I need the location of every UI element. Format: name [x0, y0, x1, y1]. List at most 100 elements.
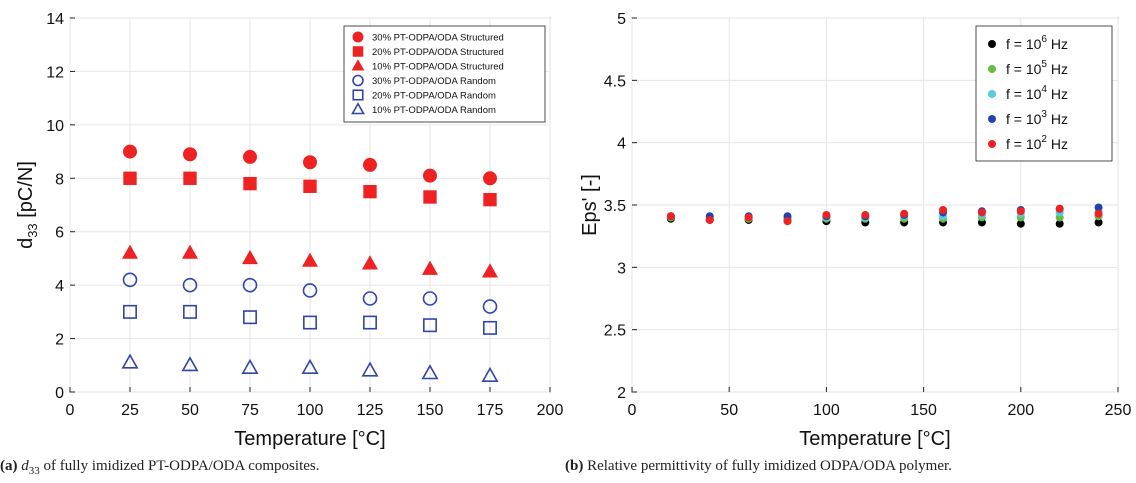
legend-label: f = 102 Hz — [1006, 134, 1068, 152]
legend-marker — [352, 31, 364, 43]
data-point — [123, 144, 137, 159]
legend-marker — [351, 59, 365, 71]
x-tick-label: 100 — [813, 402, 840, 419]
data-point — [363, 157, 377, 172]
data-point — [822, 210, 831, 219]
x-tick-label: 150 — [417, 402, 444, 419]
data-point — [1094, 218, 1103, 227]
data-point — [301, 358, 319, 374]
legend-label: 30% PT-ODPA/ODA Random — [372, 76, 496, 87]
x-tick-label: 100 — [297, 402, 324, 419]
data-marks-b — [666, 203, 1103, 228]
data-point — [423, 190, 437, 204]
legend-label: 10% PT-ODPA/ODA Structured — [372, 62, 504, 73]
data-point — [361, 361, 379, 377]
y-tick-label: 6 — [55, 225, 64, 242]
data-point — [121, 353, 139, 369]
legend-marker — [352, 74, 364, 87]
data-point — [977, 208, 986, 217]
caption-b-tag: (b) — [565, 458, 584, 474]
data-point — [705, 215, 714, 224]
data-point — [483, 171, 497, 186]
data-point — [744, 213, 753, 222]
x-tick-label: 50 — [720, 402, 738, 419]
y-tick-label: 0 — [55, 385, 64, 402]
y-axis-label-a-main: d — [15, 238, 37, 249]
caption-b: (b) Relative permittivity of fully imidi… — [565, 458, 952, 475]
legend-marker — [352, 46, 364, 57]
data-point — [243, 310, 257, 325]
y-axis-label-a: d33 [pC/N] — [15, 161, 40, 249]
y-tick-label: 4 — [617, 136, 626, 153]
legend-label: 20% PT-ODPA/ODA Random — [372, 91, 496, 102]
x-tick-label: 50 — [181, 402, 199, 419]
data-point — [123, 171, 137, 185]
y-tick-label: 4 — [55, 278, 64, 295]
data-point — [181, 244, 199, 259]
ticks-b: 0 50 100 150 200 250 2 2.5 3 3.5 4 4.5 5 — [604, 11, 1132, 419]
x-axis-label-b: Temperature [°C] — [799, 428, 950, 450]
legend-marker — [988, 140, 996, 148]
legend-b: f = 106 Hzf = 105 Hzf = 104 Hzf = 103 Hz… — [975, 25, 1113, 162]
data-point — [423, 318, 437, 333]
legend-label-suffix: Hz — [1047, 111, 1068, 127]
legend-label: 10% PT-ODPA/ODA Random — [372, 105, 496, 116]
x-tick-label: 250 — [1105, 402, 1132, 419]
legend-label-suffix: Hz — [1047, 61, 1068, 77]
x-tick-label: 175 — [477, 402, 504, 419]
data-point — [241, 249, 259, 265]
caption-b-text: Relative permittivity of fully imidized … — [583, 458, 952, 474]
y-tick-label: 2 — [617, 385, 626, 402]
data-point — [861, 210, 870, 219]
legend-a: 30% PT-ODPA/ODA Structured 20% PT-ODPA/OD… — [343, 25, 546, 123]
data-point — [1094, 209, 1103, 218]
data-point — [241, 358, 259, 374]
y-tick-label: 2 — [55, 332, 64, 349]
data-point — [301, 252, 319, 267]
x-axis-label-a: Temperature [°C] — [234, 428, 385, 450]
data-point — [363, 315, 377, 330]
data-point — [483, 320, 497, 335]
data-point — [181, 356, 199, 372]
chart-panel-b: 0 50 100 150 200 250 2 2.5 3 3.5 4 4.5 5 Temperature… — [579, 11, 1131, 450]
legend-marker — [988, 65, 996, 73]
data-point — [482, 299, 498, 314]
legend-label-prefix: f = 10 — [1006, 86, 1042, 102]
legend-label-suffix: Hz — [1047, 36, 1068, 52]
data-point — [183, 304, 197, 319]
y-tick-label: 5 — [617, 11, 626, 28]
data-point — [483, 192, 497, 207]
caption-a-var: d — [21, 458, 29, 474]
data-point — [363, 184, 377, 199]
data-point — [1094, 203, 1103, 212]
data-point — [302, 283, 318, 298]
y-tick-label: 2.5 — [604, 323, 626, 340]
caption-a: (a) d33 of fully imidized PT-ODPA/ODA co… — [0, 458, 319, 477]
legend-label-prefix: f = 10 — [1006, 36, 1042, 52]
data-point — [303, 315, 317, 330]
data-point — [1055, 204, 1064, 213]
legend-box-a — [343, 25, 546, 123]
data-point — [421, 260, 439, 275]
data-point — [421, 364, 439, 380]
legend-label-prefix: f = 10 — [1006, 111, 1042, 127]
ticks-a: 0 25 50 75 100 125 150 175 200 0 2 4 6 8 10 12 14 — [46, 11, 563, 419]
legend-box-b — [975, 25, 1113, 162]
data-point — [361, 255, 379, 270]
legend-label-exp: 4 — [1041, 84, 1047, 95]
x-tick-label: 0 — [628, 402, 637, 419]
y-axis-label-b: Eps' [-] — [579, 174, 601, 236]
y-tick-label: 14 — [46, 11, 64, 28]
caption-a-sub: 33 — [28, 465, 40, 477]
data-point — [783, 217, 792, 226]
y-tick-label: 4.5 — [604, 73, 626, 90]
legend-marker — [352, 89, 364, 101]
legend-label-exp: 3 — [1041, 109, 1047, 120]
chart-panel-a: 0 25 50 75 100 125 150 175 200 0 2 4 6 8 10 12 14 Temper… — [15, 11, 563, 450]
y-axis-label-a-sub: 33 — [25, 223, 40, 237]
legend-label-prefix: f = 10 — [1006, 136, 1042, 152]
data-point — [939, 205, 948, 214]
y-tick-label: 12 — [46, 64, 64, 81]
data-point — [182, 277, 198, 293]
